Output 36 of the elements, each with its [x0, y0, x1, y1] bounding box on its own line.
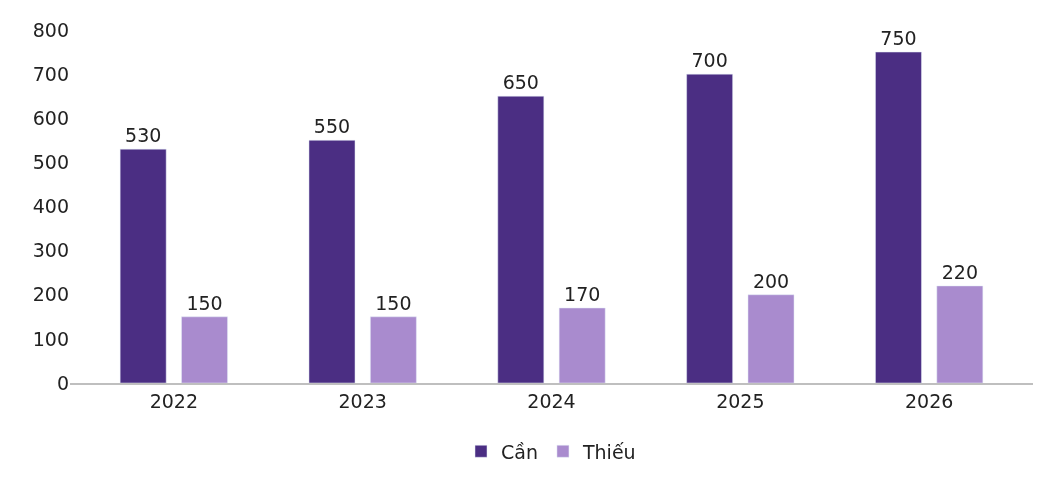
y-tick-label: 500 — [32, 151, 69, 174]
bar — [370, 316, 417, 383]
bar — [497, 95, 545, 383]
legend-label: Thiếu — [581, 440, 636, 463]
x-tick-label: 2022 — [149, 389, 199, 412]
x-tick-label: 2023 — [338, 389, 387, 412]
data-label: 150 — [375, 291, 412, 314]
y-tick-label: 800 — [32, 18, 69, 41]
bar — [308, 140, 356, 383]
bar — [558, 307, 606, 383]
bar — [747, 294, 795, 383]
data-label: 220 — [941, 260, 978, 283]
data-label: 650 — [502, 71, 539, 94]
y-tick-label: 100 — [32, 327, 69, 350]
y-tick-label: 200 — [32, 283, 69, 306]
x-tick-label: 2025 — [716, 389, 765, 412]
legend-label: Cần — [501, 440, 538, 463]
x-tick-label: 2024 — [527, 389, 576, 412]
bar — [181, 316, 228, 383]
y-tick-label: 600 — [32, 106, 69, 129]
data-label: 550 — [313, 115, 351, 138]
y-tick-label: 300 — [32, 239, 69, 262]
data-label: 150 — [186, 291, 223, 314]
bar — [936, 285, 984, 383]
data-label: 530 — [125, 124, 162, 147]
x-tick-label: 2026 — [904, 389, 954, 412]
data-label: 700 — [691, 49, 728, 72]
data-label: 750 — [880, 27, 917, 50]
bar — [686, 73, 733, 383]
y-tick-label: 700 — [32, 62, 69, 85]
data-label: 170 — [564, 282, 601, 305]
y-tick-label: 400 — [32, 195, 69, 218]
data-label: 200 — [752, 269, 790, 292]
bar — [875, 51, 922, 383]
bar — [119, 148, 167, 383]
y-tick-label: 0 — [56, 371, 69, 394]
